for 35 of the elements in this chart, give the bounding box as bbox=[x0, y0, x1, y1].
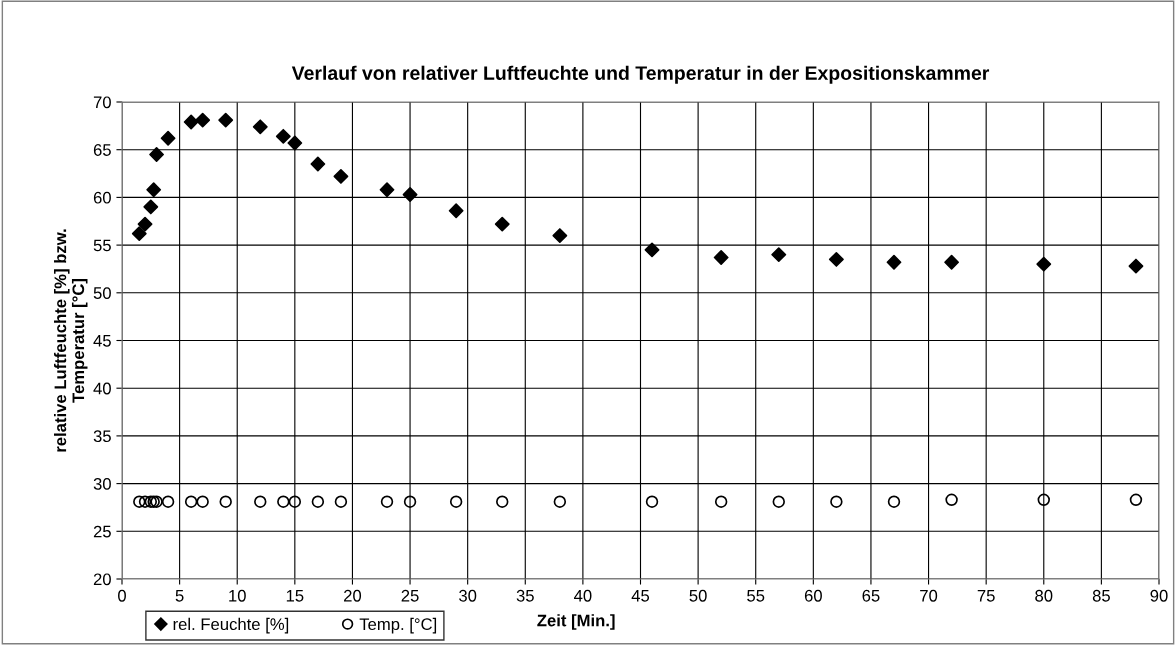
x-tick-label: 35 bbox=[516, 589, 534, 602]
legend-label: Temp. [°C] bbox=[359, 617, 437, 634]
y-tick-label: 40 bbox=[93, 382, 111, 395]
x-tick-label: 5 bbox=[175, 590, 184, 602]
y-tick-label: 65 bbox=[93, 144, 111, 156]
y-tick-label: 30 bbox=[93, 478, 111, 490]
x-axis-title: Zeit [Min.] bbox=[537, 614, 615, 630]
x-tick-label: 70 bbox=[920, 589, 938, 602]
x-tick-label: 55 bbox=[747, 590, 765, 602]
x-tick-label: 10 bbox=[229, 589, 246, 602]
x-tick-label: 90 bbox=[1150, 589, 1168, 602]
x-tick-label: 40 bbox=[574, 589, 592, 602]
x-tick-label: 80 bbox=[1035, 589, 1053, 602]
x-tick-label: 85 bbox=[1092, 589, 1110, 602]
y-tick-label: 20 bbox=[93, 573, 111, 586]
x-tick-label: 25 bbox=[401, 589, 419, 602]
y-tick-label: 50 bbox=[93, 287, 111, 299]
y-tick-label: 55 bbox=[93, 239, 111, 252]
x-tick-label: 0 bbox=[118, 589, 126, 602]
x-tick-label: 60 bbox=[804, 589, 822, 602]
x-tick-label: 45 bbox=[631, 590, 650, 602]
y-tick-label: 35 bbox=[93, 430, 111, 443]
y-tick-label: 70 bbox=[93, 96, 111, 109]
y-tick-label: 25 bbox=[93, 525, 111, 538]
x-tick-label: 15 bbox=[286, 590, 304, 602]
y-axis-title: relative Luftfeuchte [%] bzw. Temperatur [°C] bbox=[54, 229, 88, 452]
x-tick-label: 50 bbox=[689, 589, 707, 602]
chart-title: Verlauf von relativer Luftfeuchte und Temperatur in der Expositionskammer bbox=[291, 65, 990, 84]
y-tick-label: 45 bbox=[93, 335, 111, 347]
x-tick-label: 20 bbox=[344, 589, 362, 602]
legend-label: rel. Feuchte [%] bbox=[173, 617, 289, 634]
y-tick-label: 60 bbox=[93, 191, 111, 204]
x-tick-label: 30 bbox=[459, 589, 477, 602]
x-tick-label: 75 bbox=[977, 590, 995, 602]
x-tick-label: 65 bbox=[862, 589, 880, 602]
